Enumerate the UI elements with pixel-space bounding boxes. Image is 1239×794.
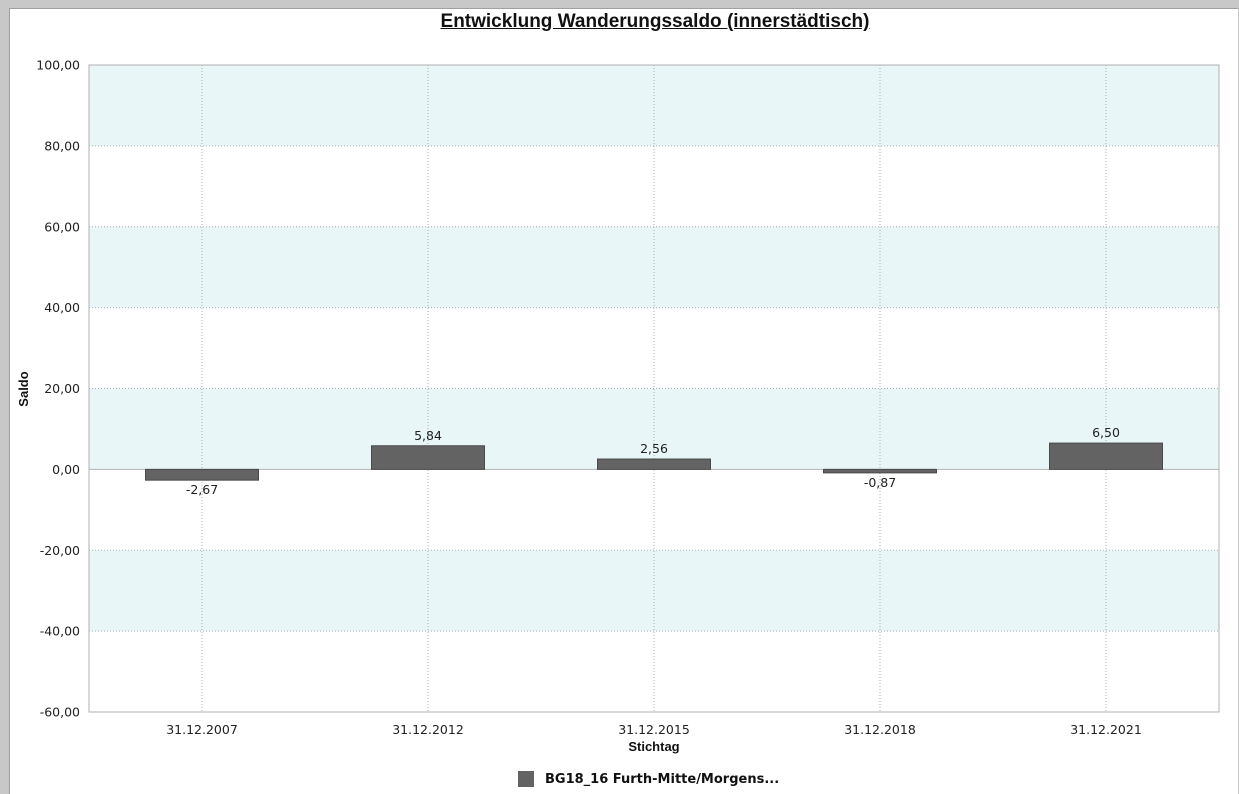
y-tick-label: 60,00: [44, 219, 80, 234]
bar: [1049, 442, 1163, 470]
plot-band: [89, 226, 1219, 308]
data-label: -0,87: [864, 475, 896, 490]
y-tick-label: 0,00: [52, 462, 80, 477]
x-tick-label: 31.12.2015: [618, 722, 690, 737]
x-tick-label: 31.12.2007: [166, 722, 238, 737]
data-label: 6,50: [1092, 425, 1120, 440]
x-tick-label: 31.12.2018: [844, 722, 916, 737]
bar: [597, 458, 711, 470]
x-axis-title: Stichtag: [628, 739, 679, 754]
bar: [145, 468, 259, 481]
y-tick-label: 20,00: [44, 381, 80, 396]
data-label: 2,56: [640, 441, 668, 456]
x-tick-label: 31.12.2012: [392, 722, 464, 737]
y-tick-label: 100,00: [36, 58, 80, 73]
legend-label: BG18_16 Furth-Mitte/Morgens...: [545, 771, 780, 787]
plot-frame: [88, 64, 1220, 713]
data-label: -2,67: [186, 482, 218, 497]
y-axis-title: Saldo: [16, 371, 31, 406]
y-tick-label: -20,00: [40, 543, 80, 558]
y-tick-label: 40,00: [44, 300, 80, 315]
window-corner: [1229, 0, 1239, 8]
legend-swatch: [518, 771, 534, 787]
bar: [823, 468, 937, 474]
y-tick-label: -40,00: [40, 624, 80, 639]
x-tick-label: 31.12.2021: [1070, 722, 1142, 737]
bar: [371, 445, 485, 470]
y-tick-label: 80,00: [44, 138, 80, 153]
data-label: 5,84: [414, 428, 442, 443]
chart-title: Entwicklung Wanderungssaldo (innerstädti…: [440, 11, 870, 32]
plot-band: [89, 65, 1219, 146]
y-tick-label: -60,00: [40, 705, 80, 720]
legend: BG18_16 Furth-Mitte/Morgens...: [518, 771, 779, 787]
